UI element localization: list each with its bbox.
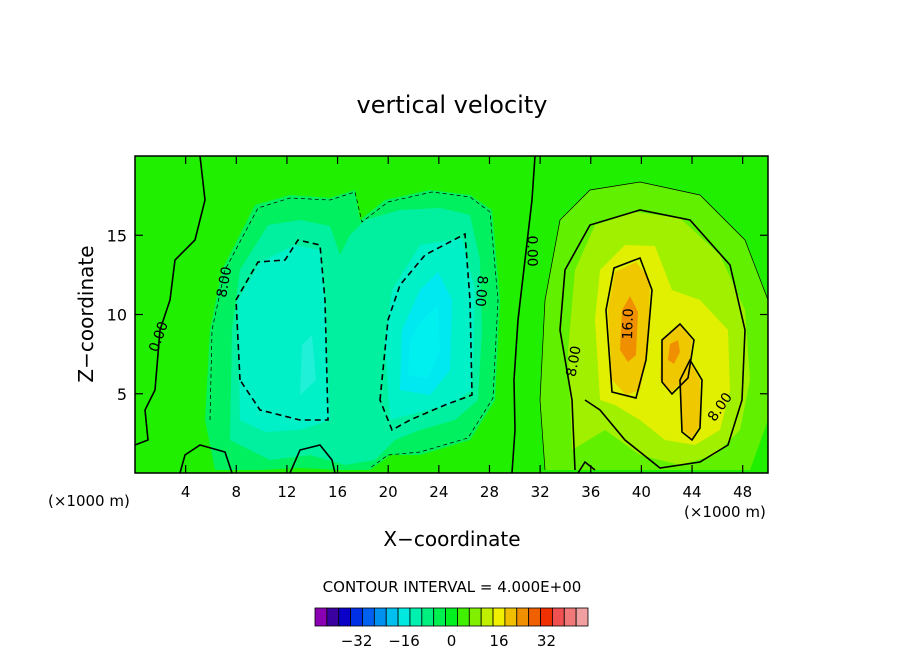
x-tick-label: 16 (328, 483, 347, 501)
x-tick-label: 36 (581, 483, 600, 501)
zero-contour-bottom-mid (289, 444, 336, 474)
contour-label: 16.0 (620, 308, 637, 340)
x-unit-right: (×1000 m) (684, 503, 766, 521)
x-tick-label: 20 (379, 483, 398, 501)
colorbar-swatch (445, 607, 458, 627)
downdraft-dashed-contour-2 (379, 232, 473, 432)
x-tick-label: 28 (480, 483, 499, 501)
x-unit-left: (×1000 m) (48, 492, 130, 510)
zero-contour-mid (511, 155, 536, 474)
colorbar-swatch (480, 607, 494, 627)
colorbar-tick-label: 0 (447, 632, 457, 650)
zero-contour-bottom-right (577, 460, 596, 474)
x-axis-ticks: 4 8 12 16 20 24 28 32 36 40 44 48 (181, 156, 752, 501)
colorbar-swatch (362, 607, 375, 627)
zero-contour-bottom-left (179, 444, 233, 474)
colorbar-swatch (409, 607, 423, 627)
colorbar-swatch (385, 607, 399, 627)
colorbar-swatch (516, 607, 530, 627)
colorbar-swatch (338, 607, 352, 627)
colorbar-swatch (421, 607, 435, 627)
updraft-solid-contour-0 (559, 209, 746, 471)
updraft-solid-contour-16b (679, 358, 703, 442)
downdraft-dashed-contour (235, 239, 329, 421)
colorbar-tick-label: 32 (537, 632, 556, 650)
colorbar-swatch (540, 607, 553, 627)
y-axis-ticks: 5 10 15 (107, 226, 768, 404)
downdraft-core-inner (408, 305, 440, 378)
colorbar-ticks: −32 −16 0 16 32 (341, 632, 556, 650)
x-axis-label: X−coordinate (383, 527, 520, 551)
colorbar-swatch (397, 607, 411, 627)
y-axis-label: Z−coordinate (74, 245, 98, 382)
colorbar-tick-label: 16 (489, 632, 508, 650)
contour-label: 8.00 (564, 345, 585, 378)
colorbar-swatch (457, 607, 470, 627)
contour-label: 8.00 (214, 265, 235, 298)
y-tick-label: 15 (107, 226, 127, 245)
x-tick-label: 48 (733, 483, 752, 501)
contour-label: 8.00 (471, 275, 490, 307)
colorbar-swatch (350, 607, 363, 627)
colorbar-swatch (575, 607, 589, 627)
downdraft-thin-contour (209, 191, 499, 469)
colorbar-swatch (314, 607, 328, 627)
updraft-thin-contour (539, 181, 769, 471)
x-tick-label: 40 (632, 483, 651, 501)
updraft-core (620, 296, 638, 362)
zero-contour-left (134, 155, 206, 446)
colorbar-swatch (563, 607, 577, 627)
colorbar-swatch (468, 607, 482, 627)
x-tick-label: 24 (429, 483, 448, 501)
updraft-solid-contour-8 (605, 256, 653, 399)
colorbar-swatch (551, 607, 565, 627)
contour-label: 0.00 (523, 236, 539, 267)
updraft-solid-contour-16 (661, 322, 695, 396)
x-tick-label: 4 (181, 483, 191, 501)
x-tick-label: 44 (682, 483, 701, 501)
colorbar-swatch (433, 607, 446, 627)
chart-title: vertical velocity (357, 91, 548, 119)
y-tick-label: 10 (107, 306, 127, 325)
colorbar-swatch (492, 607, 506, 627)
colorbar-swatch (373, 607, 387, 627)
downdraft-region-left (205, 190, 500, 470)
contour-interval-label: CONTOUR INTERVAL = 4.000E+00 (323, 578, 582, 596)
colorbar-tick-label: −16 (388, 632, 420, 650)
x-tick-label: 12 (277, 483, 296, 501)
updraft-region-right (539, 181, 769, 471)
colorbar-tick-label: −32 (341, 632, 373, 650)
x-tick-label: 32 (531, 483, 550, 501)
y-tick-label: 5 (117, 385, 127, 404)
x-tick-label: 8 (232, 483, 242, 501)
downdraft-core-left (300, 335, 316, 395)
colorbar-swatch (326, 607, 340, 627)
colorbar-swatch (504, 607, 518, 627)
colorbar (314, 607, 589, 627)
updraft-core-2 (668, 340, 680, 364)
colorbar-swatch (528, 607, 541, 627)
